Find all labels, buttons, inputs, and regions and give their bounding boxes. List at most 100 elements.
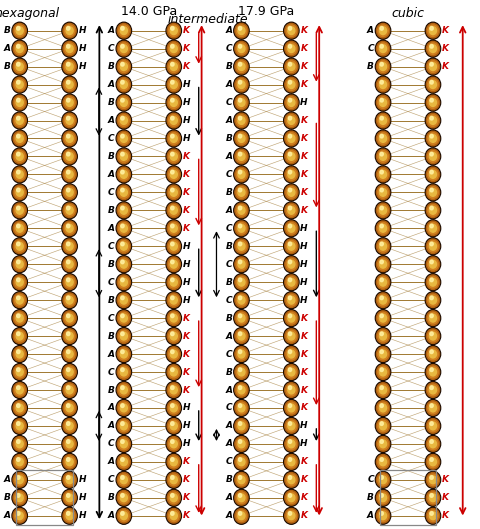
Circle shape xyxy=(376,23,390,38)
Circle shape xyxy=(171,152,174,156)
Text: H: H xyxy=(78,511,86,521)
Circle shape xyxy=(239,116,242,120)
Circle shape xyxy=(116,381,132,398)
Circle shape xyxy=(170,440,177,448)
Text: K: K xyxy=(183,62,190,71)
Circle shape xyxy=(288,314,295,322)
Circle shape xyxy=(13,257,26,271)
Circle shape xyxy=(285,293,298,307)
Circle shape xyxy=(17,80,20,84)
Circle shape xyxy=(378,205,388,216)
Circle shape xyxy=(63,203,76,217)
Circle shape xyxy=(378,474,388,486)
Circle shape xyxy=(62,327,77,344)
Circle shape xyxy=(239,260,242,264)
Circle shape xyxy=(376,311,390,325)
Circle shape xyxy=(117,472,131,487)
Circle shape xyxy=(285,454,298,469)
Circle shape xyxy=(375,76,391,93)
Circle shape xyxy=(17,116,20,120)
Circle shape xyxy=(380,80,384,84)
Circle shape xyxy=(238,188,245,196)
Circle shape xyxy=(375,291,391,308)
Circle shape xyxy=(121,206,124,210)
Circle shape xyxy=(66,404,73,412)
Circle shape xyxy=(119,492,129,504)
Circle shape xyxy=(285,131,298,146)
Circle shape xyxy=(378,366,388,378)
Text: K: K xyxy=(183,188,190,197)
Circle shape xyxy=(430,260,433,264)
Circle shape xyxy=(375,381,391,398)
Circle shape xyxy=(16,188,23,196)
Circle shape xyxy=(66,260,73,268)
Circle shape xyxy=(16,242,23,250)
Circle shape xyxy=(166,256,181,273)
Circle shape xyxy=(62,166,77,183)
Circle shape xyxy=(288,368,292,371)
Circle shape xyxy=(117,329,131,343)
Circle shape xyxy=(170,386,177,394)
Circle shape xyxy=(380,404,386,412)
Circle shape xyxy=(16,206,23,214)
Circle shape xyxy=(380,332,386,340)
Circle shape xyxy=(288,170,295,178)
Circle shape xyxy=(288,260,292,264)
Circle shape xyxy=(426,131,440,146)
Circle shape xyxy=(63,113,76,128)
Circle shape xyxy=(64,133,75,144)
Circle shape xyxy=(380,458,386,466)
Circle shape xyxy=(121,224,124,228)
Circle shape xyxy=(288,63,295,70)
Circle shape xyxy=(238,440,245,448)
Circle shape xyxy=(13,365,26,379)
Circle shape xyxy=(288,422,295,430)
Circle shape xyxy=(425,40,441,57)
Circle shape xyxy=(171,170,174,174)
Circle shape xyxy=(66,63,73,70)
Circle shape xyxy=(426,347,440,361)
Circle shape xyxy=(430,45,436,52)
Circle shape xyxy=(64,169,75,180)
Circle shape xyxy=(234,363,249,380)
Circle shape xyxy=(430,440,433,443)
Circle shape xyxy=(121,98,124,102)
Circle shape xyxy=(285,436,298,451)
Circle shape xyxy=(64,330,75,342)
Circle shape xyxy=(426,275,440,289)
Circle shape xyxy=(62,363,77,380)
Circle shape xyxy=(380,386,386,394)
Circle shape xyxy=(380,260,386,268)
Circle shape xyxy=(67,134,70,138)
Circle shape xyxy=(430,152,436,160)
Text: C: C xyxy=(226,98,232,107)
Circle shape xyxy=(425,94,441,111)
Circle shape xyxy=(117,454,131,469)
Text: A: A xyxy=(4,476,11,485)
Circle shape xyxy=(16,98,23,106)
Circle shape xyxy=(168,223,179,234)
Circle shape xyxy=(430,152,433,156)
Circle shape xyxy=(284,130,299,147)
Circle shape xyxy=(119,205,129,216)
Circle shape xyxy=(17,440,20,443)
Circle shape xyxy=(63,131,76,146)
Circle shape xyxy=(286,313,297,324)
Circle shape xyxy=(235,59,248,74)
Circle shape xyxy=(17,98,20,102)
Text: H: H xyxy=(182,80,190,89)
Circle shape xyxy=(426,311,440,325)
Text: B: B xyxy=(226,242,232,251)
Circle shape xyxy=(170,170,177,178)
Circle shape xyxy=(234,148,249,165)
Circle shape xyxy=(285,239,298,253)
Circle shape xyxy=(62,256,77,273)
Circle shape xyxy=(288,476,295,484)
Circle shape xyxy=(116,220,132,237)
Circle shape xyxy=(67,98,70,102)
Circle shape xyxy=(167,203,180,217)
Circle shape xyxy=(425,489,441,506)
Text: C: C xyxy=(108,188,115,197)
Circle shape xyxy=(376,454,390,469)
Circle shape xyxy=(286,259,297,270)
